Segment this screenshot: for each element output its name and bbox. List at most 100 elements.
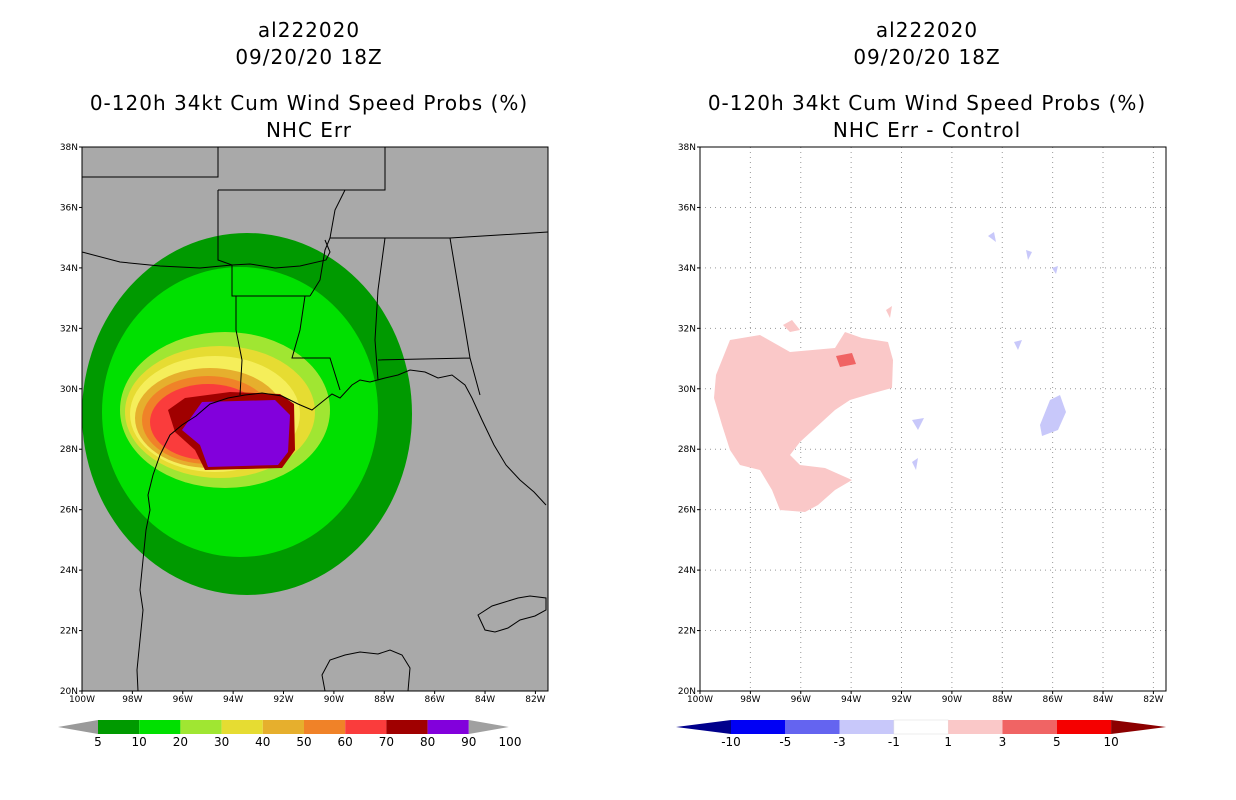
diff-negative-small-3 [988,232,996,242]
left-datetime: 09/20/20 18Z [235,45,383,69]
lat-tick-label: 28N [60,445,78,455]
colorbar-box [262,720,304,734]
right-map [699,146,1167,692]
diff-positive-small-2 [886,306,892,318]
colorbar-label: -10 [721,735,741,749]
lon-tick-label: 94W [841,695,861,705]
lat-tick-label: 26N [678,506,696,516]
colorbar-box [139,720,181,734]
lon-tick-label: 98W [740,695,760,705]
colorbar-box [98,720,140,734]
right-map-frame [699,146,1167,692]
colorbar-label: 10 [1103,735,1118,749]
diff-positive-3 [836,353,856,367]
diff-positive-region [714,332,893,512]
lon-tick-label: 86W [424,695,444,705]
colorbar-box [345,720,387,734]
lat-tick-label: 34N [60,264,78,274]
lat-tick-label: 32N [60,324,78,334]
lon-tick-label: 92W [891,695,911,705]
right-colorbar: -10 -5 -3 -1 1 3 5 10 [676,719,1167,749]
colorbar-left-arrow [676,720,731,734]
lon-tick-label: 100W [687,695,713,705]
lat-tick-label: 30N [678,385,696,395]
colorbar-label: 30 [214,735,229,749]
colorbar-box [180,720,222,734]
lon-tick-label: 84W [475,695,495,705]
colorbar-label: 70 [379,735,394,749]
lon-tick-label: 86W [1042,695,1062,705]
colorbar-left-arrow [58,720,98,734]
lon-tick-label: 82W [1143,695,1163,705]
lat-tick-label: 24N [678,566,696,576]
lat-tick-label: 38N [678,143,696,153]
diff-negative-region [1040,395,1066,436]
colorbar-box [304,720,346,734]
left-colorbar: 5 10 20 30 40 50 60 70 80 90 100 [58,720,521,749]
lat-tick-label: 22N [678,627,696,637]
lon-tick-label: 88W [992,695,1012,705]
right-product-title: 0-120h 34kt Cum Wind Speed Probs (%) [707,91,1147,115]
colorbar-box [785,720,840,734]
colorbar-label: 5 [1053,735,1061,749]
contour-90 [182,400,290,467]
lat-tick-label: 34N [678,264,696,274]
colorbar-label: 40 [255,735,270,749]
colorbar-label: 20 [173,735,188,749]
left-subtitle: NHC Err [265,118,353,142]
colorbar-label: 60 [338,735,353,749]
lat-tick-label: 20N [678,687,696,697]
lon-tick-label: 82W [525,695,545,705]
right-storm-id: al222020 [875,18,979,42]
colorbar-box [386,720,428,734]
lat-tick-label: 20N [60,687,78,697]
lon-tick-label: 96W [173,695,193,705]
diff-negative-small-6 [1052,266,1058,274]
colorbar-label: 5 [94,735,102,749]
lat-tick-label: 36N [678,203,696,213]
colorbar-label: -5 [779,735,791,749]
colorbar-box [221,720,263,734]
colorbar-box [893,719,949,735]
colorbar-label: -3 [834,735,846,749]
lat-tick-label: 32N [678,324,696,334]
diff-negative-small-2 [912,458,918,470]
diff-negative-small-4 [1026,250,1032,260]
colorbar-box [839,720,894,734]
lat-tick-label: 24N [60,566,78,576]
lon-tick-label: 94W [223,695,243,705]
colorbar-box [427,720,469,734]
lat-tick-label: 38N [60,143,78,153]
lon-tick-label: 90W [942,695,962,705]
lon-tick-label: 96W [791,695,811,705]
lon-tick-label: 98W [122,695,142,705]
lon-tick-label: 100W [69,695,95,705]
left-probability-contours [82,233,412,595]
lon-tick-label: 90W [324,695,344,705]
lat-tick-label: 36N [60,203,78,213]
right-difference-contours [714,232,1066,512]
colorbar-label: 90 [461,735,476,749]
colorbar-label: 3 [999,735,1007,749]
lat-tick-label: 26N [60,506,78,516]
diff-negative-small-5 [1014,340,1022,350]
colorbar-box [1056,720,1112,734]
right-gridlines [700,147,1166,691]
right-datetime: 09/20/20 18Z [853,45,1001,69]
lat-tick-label: 22N [60,627,78,637]
left-map [81,146,549,692]
lon-tick-label: 84W [1093,695,1113,705]
lon-tick-label: 92W [273,695,293,705]
diff-negative-small-1 [912,418,924,430]
lon-tick-label: 88W [374,695,394,705]
left-storm-id: al222020 [257,18,361,42]
right-subtitle: NHC Err - Control [832,118,1022,142]
colorbar-label: 80 [420,735,435,749]
colorbar-label: 10 [132,735,147,749]
colorbar-label: -1 [888,735,900,749]
colorbar-label: 50 [296,735,311,749]
colorbar-label: 100 [499,735,522,749]
colorbar-box [731,720,786,734]
